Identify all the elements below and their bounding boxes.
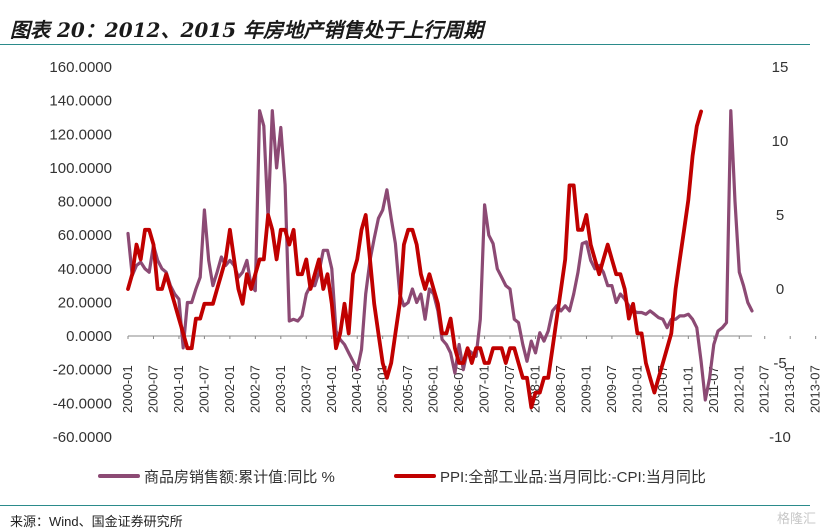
left-y-tick-label: 80.0000 [58,194,112,211]
x-tick-label: 2013-01 [782,365,797,413]
left-y-tick-label: 0.0000 [66,328,112,345]
legend-label: PPI:全部工业品:当月同比:-CPI:当月同比 [440,468,706,486]
right-y-tick-label: 5 [776,207,784,224]
left-y-tick-label: -40.0000 [53,395,112,412]
left-y-tick-label: 120.0000 [49,126,112,143]
right-y-tick-label: 0 [776,281,784,298]
right-y-tick-label: -5 [773,355,786,372]
x-tick-label: 2012-01 [731,365,746,413]
x-tick-label: 2000-01 [120,365,135,413]
right-y-tick-label: 10 [772,133,789,150]
x-tick-label: 2011-01 [680,366,695,413]
x-tick-label: 2009-07 [604,365,619,413]
footer-divider [0,505,810,506]
x-tick-label: 2006-07 [451,365,466,413]
series-line-ppi-cpi-spread [126,109,703,410]
left-y-tick-label: 160.0000 [49,59,112,76]
legend-label: 商品房销售额:累计值:同比 % [144,469,335,486]
x-tick-label: 2001-07 [196,365,211,413]
left-y-tick-label: 100.0000 [49,160,112,177]
x-tick-label: 2007-01 [477,365,492,413]
series-lines [126,109,754,410]
legend: 商品房销售额:累计值:同比 % PPI:全部工业品:当月同比:-CPI:当月同比 [98,468,706,486]
left-y-tick-label: 60.0000 [58,227,112,244]
x-tick-label: 2002-07 [247,365,262,413]
x-tick-label: 2013-07 [808,365,823,413]
left-y-tick-label: 40.0000 [58,261,112,278]
series-line-sales-growth [126,109,754,402]
x-tick-label: 2003-07 [298,365,313,413]
right-y-tick-label: 15 [772,59,789,76]
watermark-text: 格隆汇 [776,511,816,526]
source-note: 来源：Wind、国金证券研究所 [10,514,183,529]
left-y-tick-label: 140.0000 [49,93,112,110]
left-y-tick-label: -20.0000 [53,362,112,379]
x-tick-label: 2004-01 [324,365,339,413]
left-y-axis: -60.0000 -40.0000 -20.0000 0.0000 20.0000 40.… [49,59,112,446]
chart-title: 图表 20：2012、2015 年房地产销售处于上行周期 [10,18,484,42]
x-tick-label: 2007-07 [502,365,517,413]
title-divider [0,44,810,45]
left-y-tick-label: -60.0000 [53,429,112,446]
right-y-tick-label: -10 [769,429,791,446]
x-tick-label: 2012-07 [757,365,772,413]
x-tick-label: 2001-01 [171,365,186,413]
right-y-axis: -10 -5 0 5 10 15 [769,59,791,446]
x-tick-label: 2008-07 [553,365,568,413]
x-tick-label: 2002-01 [222,365,237,413]
x-tick-label: 2010-01 [629,365,644,413]
x-tick-label: 2000-07 [145,365,160,413]
x-tick-label: 2004-07 [349,365,364,413]
left-y-tick-label: 20.0000 [58,294,112,311]
x-tick-label: 2009-01 [578,365,593,413]
x-tick-label: 2003-01 [273,365,288,413]
x-tick-label: 2006-01 [426,365,441,413]
x-tick-label: 2005-07 [400,365,415,413]
